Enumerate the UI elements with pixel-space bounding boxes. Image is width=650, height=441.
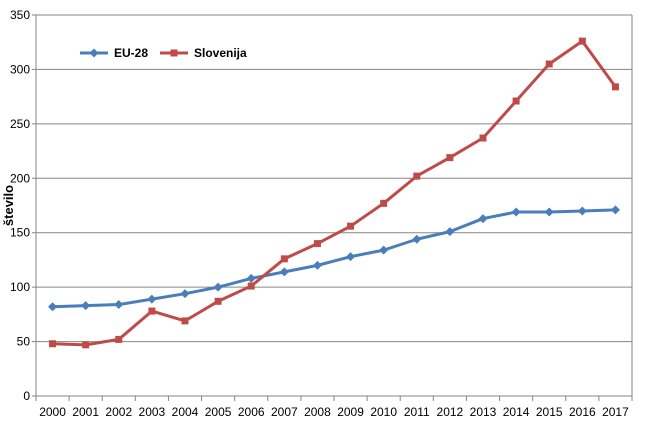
data-point-eu-28 (544, 207, 554, 217)
data-point-slovenija (545, 60, 553, 68)
data-point-slovenija (479, 134, 487, 142)
y-tick-label: 200 (10, 171, 30, 185)
data-point-slovenija (82, 341, 90, 349)
data-point-eu-28 (577, 206, 587, 216)
data-point-eu-28 (312, 260, 322, 270)
data-point-eu-28 (379, 245, 389, 255)
data-point-slovenija (313, 240, 321, 248)
x-tick-label: 2001 (72, 405, 99, 419)
data-point-slovenija (148, 307, 156, 315)
y-tick-label: 0 (23, 389, 30, 403)
legend-label-eu-28: EU-28 (114, 46, 148, 60)
legend: EU-28 Slovenija (80, 46, 247, 60)
x-tick-label: 2006 (238, 405, 265, 419)
x-tick-label: 2017 (602, 405, 629, 419)
series-line-eu-28 (52, 208, 616, 309)
data-point-slovenija (181, 317, 189, 325)
x-tick-label: 2002 (105, 405, 132, 419)
data-point-slovenija (347, 222, 355, 230)
data-point-eu-28 (511, 207, 521, 217)
data-point-slovenija (413, 172, 421, 180)
legend-marker-slovenija (170, 49, 178, 57)
x-tick-label: 2009 (337, 405, 364, 419)
x-tick-label: 2005 (205, 405, 232, 419)
y-tick-label: 350 (10, 8, 30, 22)
data-point-eu-28 (279, 267, 289, 277)
data-point-eu-28 (114, 300, 124, 310)
x-tick-label: 2011 (404, 405, 430, 419)
data-point-eu-28 (246, 273, 256, 283)
data-point-slovenija (446, 154, 454, 162)
data-point-eu-28 (48, 302, 58, 312)
data-point-slovenija (578, 37, 586, 45)
x-tick-label: 2015 (536, 405, 563, 419)
x-tick-label: 2016 (569, 405, 596, 419)
y-tick-label: 250 (10, 117, 30, 131)
data-point-slovenija (49, 340, 57, 348)
x-axis-ticks: 2000 2001 2002 2003 2004 2005 2006 2007 2008 2009… (35, 396, 633, 419)
data-point-slovenija (115, 335, 123, 343)
series-layer (48, 37, 620, 349)
legend-marker-eu-28 (89, 48, 99, 58)
data-point-slovenija (380, 199, 388, 207)
data-point-eu-28 (445, 227, 455, 237)
y-tick-label: 300 (10, 62, 30, 76)
x-tick-label: 2010 (370, 405, 397, 419)
data-point-slovenija (214, 297, 222, 305)
data-point-slovenija (280, 255, 288, 263)
data-point-eu-28 (412, 234, 422, 244)
data-point-slovenija (247, 282, 255, 290)
y-axis-label: število (1, 185, 16, 226)
x-tick-label: 2003 (139, 405, 166, 419)
x-tick-label: 2000 (39, 405, 66, 419)
data-point-eu-28 (180, 289, 190, 299)
data-point-eu-28 (478, 214, 488, 224)
y-tick-label: 50 (17, 335, 31, 349)
x-tick-label: 2014 (503, 405, 530, 419)
x-tick-label: 2004 (172, 405, 199, 419)
data-point-eu-28 (346, 252, 356, 262)
series-eu-28 (48, 205, 620, 312)
series-slovenija (49, 37, 619, 349)
series-line-slovenija (52, 39, 617, 347)
legend-label-slovenija: Slovenija (194, 46, 247, 60)
x-tick-label: 2013 (470, 405, 497, 419)
y-tick-label: 100 (10, 280, 30, 294)
x-tick-label: 2012 (437, 405, 464, 419)
data-point-eu-28 (213, 282, 223, 292)
y-tick-label: 150 (10, 226, 30, 240)
data-point-slovenija (611, 83, 619, 91)
data-point-eu-28 (147, 294, 157, 304)
y-axis-ticks: 0 50 100 150 200 250 300 350 (10, 8, 36, 403)
gridlines (36, 14, 632, 343)
x-tick-label: 2008 (304, 405, 331, 419)
data-point-slovenija (512, 97, 520, 105)
legend-item-slovenija: Slovenija (160, 46, 247, 60)
legend-item-eu-28: EU-28 (80, 46, 148, 60)
data-point-eu-28 (81, 301, 91, 311)
x-tick-label: 2007 (271, 405, 298, 419)
data-point-eu-28 (610, 205, 620, 215)
